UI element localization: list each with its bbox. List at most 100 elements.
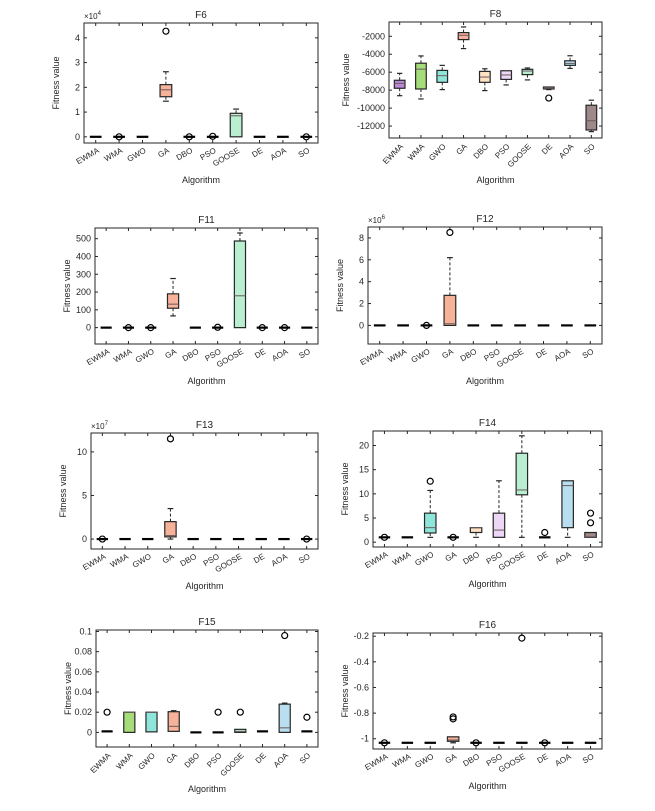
y-tick-label: 5 [364,513,369,523]
box-ewma [378,739,391,747]
y-tick-label: -1 [361,734,369,744]
outlier-point [281,631,289,640]
outlier-point [124,324,133,332]
chart-panel-f15: F15 0 0.02 0.04 0.06 0.08 0.1 Fitness value EWMA… [63,617,319,794]
x-axis-label: Algorithm [476,175,514,185]
y-tick-label: 400 [76,251,91,261]
x-tick-label: GWO [427,142,448,163]
box-aoa [278,324,291,332]
box-ga [166,277,180,317]
y-tick-label: 0 [75,132,80,142]
box-wma [415,55,427,100]
box-de [256,324,268,332]
x-tick-label: AOA [270,347,290,364]
outlier-point [586,509,595,517]
x-axis-label: Algorithm [182,175,220,185]
outlier-point [115,133,123,141]
y-tick-label: 6 [359,255,364,265]
x-tick-label: EWMA [363,752,390,773]
x-tick-label: SO [582,142,597,157]
box-pso [212,323,224,331]
box-so [300,133,313,141]
chart-title: F13 [196,420,214,431]
x-tick-label: DBO [179,552,199,568]
y-tick-label: 300 [76,269,91,279]
axes-frame [90,432,319,550]
x-tick-label: SO [297,146,312,160]
box-ga [167,710,180,732]
outlier-point [586,519,595,527]
box-iqr [521,68,534,76]
x-tick-label: DBO [183,751,202,770]
x-tick-label: AOA [269,146,289,163]
x-tick-label: DBO [472,142,491,161]
outlier-point [236,708,244,716]
box-gwo [436,64,449,91]
outlier-point [162,27,170,35]
box-dbo [469,527,483,538]
outlier-point [166,435,175,443]
axes-frame [94,227,319,345]
x-tick-label: SO [298,751,313,766]
x-tick-label: PSO [205,751,223,769]
x-tick-label: GWO [413,550,435,568]
x-tick-label: GA [444,550,459,564]
chart-panel-f16: F16 -1 -0.8 -0.6 -0.4 -0.2 Fitness value EWMA WM… [340,620,603,791]
x-tick-label: EWMA [85,347,112,368]
y-axis-label: Fitness value [58,464,68,517]
outlier-point [209,132,217,140]
y-tick-label: -12000 [357,121,385,131]
x-tick-label: GOOSE [211,146,241,168]
x-axis-label: Algorithm [468,579,506,589]
box-iqr [393,79,406,89]
box-pso [206,132,219,140]
box-ga [457,26,470,50]
y-tick-label: -8000 [362,85,385,95]
x-tick-label: DBO [175,146,195,162]
box-dbo [470,739,482,747]
x-tick-label: DBO [462,752,482,768]
box-iqr [145,711,158,733]
axes-frame [372,632,603,750]
y-tick-label: 2 [359,299,364,309]
x-tick-label: DE [540,142,554,156]
box-ga [159,27,173,102]
x-axis-label: Algorithm [466,376,504,386]
y-tick-label: 15 [359,465,369,475]
chart-title: F8 [490,9,502,20]
x-tick-label: DBO [181,347,201,363]
box-goose [516,634,528,744]
x-tick-label: WMA [109,552,131,570]
box-aoa [564,55,576,70]
y-axis-label: Fitness value [340,462,350,515]
box-iqr [457,31,470,41]
outlier-point [303,535,311,543]
box-dbo [478,68,491,92]
y-axis-label: Fitness value [335,259,345,312]
x-tick-label: GWO [134,347,156,365]
y-tick-label: 2 [75,82,80,92]
x-tick-label: DE [250,146,264,159]
box-ewma [378,533,391,541]
x-tick-label: WMA [391,550,413,568]
box-de [539,528,551,539]
outlier-point [280,324,289,332]
box-iqr [585,104,598,131]
x-tick-label: SO [581,347,596,361]
x-tick-label: EWMA [75,146,102,167]
y-tick-label: 500 [76,234,91,244]
x-tick-label: GOOSE [219,751,246,778]
box-iqr [159,84,173,98]
x-tick-label: AOA [554,752,574,769]
x-tick-label: DE [534,347,548,360]
x-tick-label: WMA [112,347,134,365]
outlier-point [446,228,454,237]
x-tick-label: GA [454,142,469,157]
box-iqr [561,480,574,529]
x-tick-label: DE [536,752,550,765]
y-tick-label: 4 [75,33,80,43]
